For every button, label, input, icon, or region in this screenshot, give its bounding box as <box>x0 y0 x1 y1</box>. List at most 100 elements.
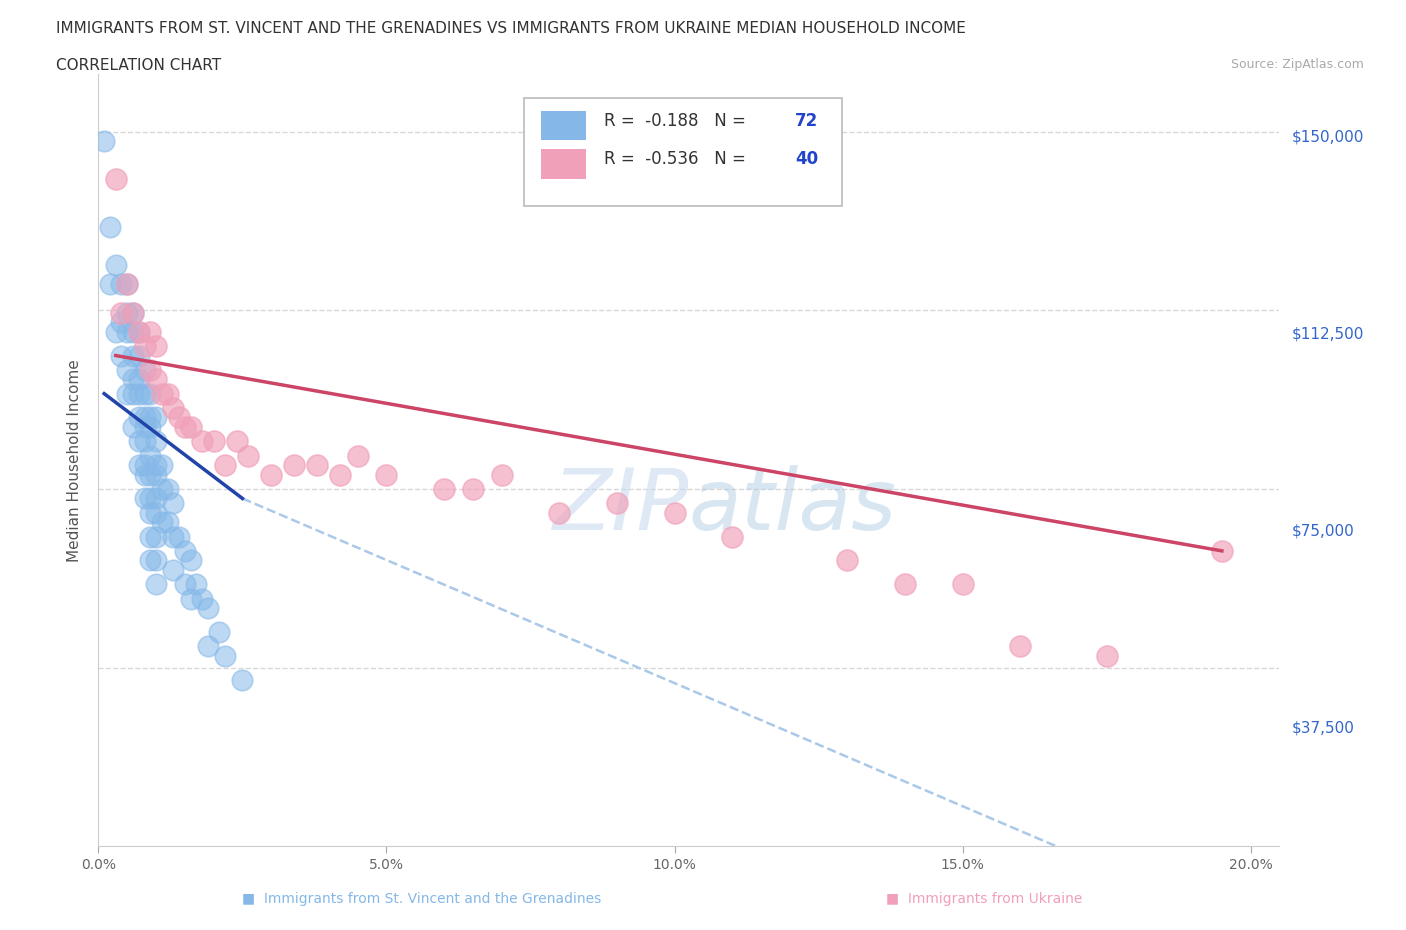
Point <box>93 134 115 149</box>
Point <box>180 419 202 434</box>
Point <box>134 491 156 506</box>
Point <box>837 553 859 568</box>
Point <box>134 386 156 401</box>
Point <box>134 419 156 434</box>
Point <box>173 419 195 434</box>
Point <box>145 434 167 449</box>
Point <box>139 448 162 463</box>
Point <box>139 491 162 506</box>
Text: Source: ZipAtlas.com: Source: ZipAtlas.com <box>1230 58 1364 71</box>
Point <box>128 386 150 401</box>
Text: R =  -0.536   N =: R = -0.536 N = <box>605 151 751 168</box>
Point <box>721 529 744 544</box>
Point <box>145 577 167 591</box>
Point <box>115 305 138 320</box>
Point <box>134 458 156 472</box>
Text: $75,000: $75,000 <box>1291 524 1354 538</box>
Point <box>375 467 398 482</box>
Point <box>180 591 202 606</box>
Point <box>128 458 150 472</box>
Point <box>283 458 305 472</box>
Point <box>139 325 162 339</box>
Point <box>110 305 132 320</box>
Point <box>197 601 219 616</box>
Text: 40: 40 <box>796 151 818 168</box>
Point <box>110 276 132 291</box>
Point <box>145 529 167 544</box>
Point <box>894 577 917 591</box>
Point <box>145 372 167 387</box>
Point <box>110 348 132 363</box>
Point <box>191 434 214 449</box>
Point <box>214 458 236 472</box>
Point <box>128 434 150 449</box>
Point <box>208 624 231 639</box>
Point <box>167 410 190 425</box>
Point <box>548 505 571 520</box>
Point <box>104 172 127 187</box>
Point <box>104 325 127 339</box>
Bar <box>541 111 586 140</box>
Point <box>128 348 150 363</box>
Text: IMMIGRANTS FROM ST. VINCENT AND THE GRENADINES VS IMMIGRANTS FROM UKRAINE MEDIAN: IMMIGRANTS FROM ST. VINCENT AND THE GREN… <box>56 21 966 36</box>
Point <box>115 386 138 401</box>
Point <box>150 458 173 472</box>
Point <box>128 325 150 339</box>
Point <box>98 276 121 291</box>
Point <box>115 276 138 291</box>
Point <box>134 434 156 449</box>
Text: $150,000: $150,000 <box>1291 130 1364 145</box>
Text: R =  -0.188   N =: R = -0.188 N = <box>605 112 751 129</box>
Point <box>461 482 484 497</box>
Point <box>122 372 145 387</box>
Point <box>180 553 202 568</box>
Point <box>134 339 156 353</box>
Point <box>122 305 145 320</box>
Point <box>214 648 236 663</box>
Point <box>150 386 173 401</box>
Text: ZIP: ZIP <box>553 465 689 548</box>
Point <box>329 467 352 482</box>
Point <box>191 591 214 606</box>
Point <box>139 529 162 544</box>
Point <box>139 386 162 401</box>
Point <box>145 458 167 472</box>
Point <box>145 491 167 506</box>
Text: 72: 72 <box>796 112 818 129</box>
Point <box>145 339 167 353</box>
Point <box>952 577 974 591</box>
Point <box>139 467 162 482</box>
Point <box>115 276 138 291</box>
Point <box>139 419 162 434</box>
Point <box>115 325 138 339</box>
Point <box>167 529 190 544</box>
Point <box>664 505 686 520</box>
FancyBboxPatch shape <box>523 98 842 206</box>
Point <box>98 219 121 234</box>
Point <box>150 515 173 530</box>
Point <box>156 386 179 401</box>
Text: ■  Immigrants from St. Vincent and the Grenadines: ■ Immigrants from St. Vincent and the Gr… <box>242 892 602 906</box>
Point <box>225 434 247 449</box>
Point <box>128 325 150 339</box>
Point <box>202 434 225 449</box>
Point <box>162 529 184 544</box>
Text: ■  Immigrants from Ukraine: ■ Immigrants from Ukraine <box>886 892 1083 906</box>
Point <box>156 515 179 530</box>
Text: $37,500: $37,500 <box>1291 721 1354 736</box>
Point <box>238 448 260 463</box>
Point <box>134 363 156 378</box>
Point <box>260 467 283 482</box>
Point <box>104 258 127 272</box>
Point <box>606 496 628 511</box>
Point <box>122 305 145 320</box>
Point <box>162 496 184 511</box>
Point <box>186 577 208 591</box>
Point <box>145 505 167 520</box>
Point <box>197 639 219 654</box>
Point <box>491 467 513 482</box>
Point <box>139 553 162 568</box>
Point <box>139 363 162 378</box>
Point <box>1211 543 1233 558</box>
Point <box>173 577 195 591</box>
